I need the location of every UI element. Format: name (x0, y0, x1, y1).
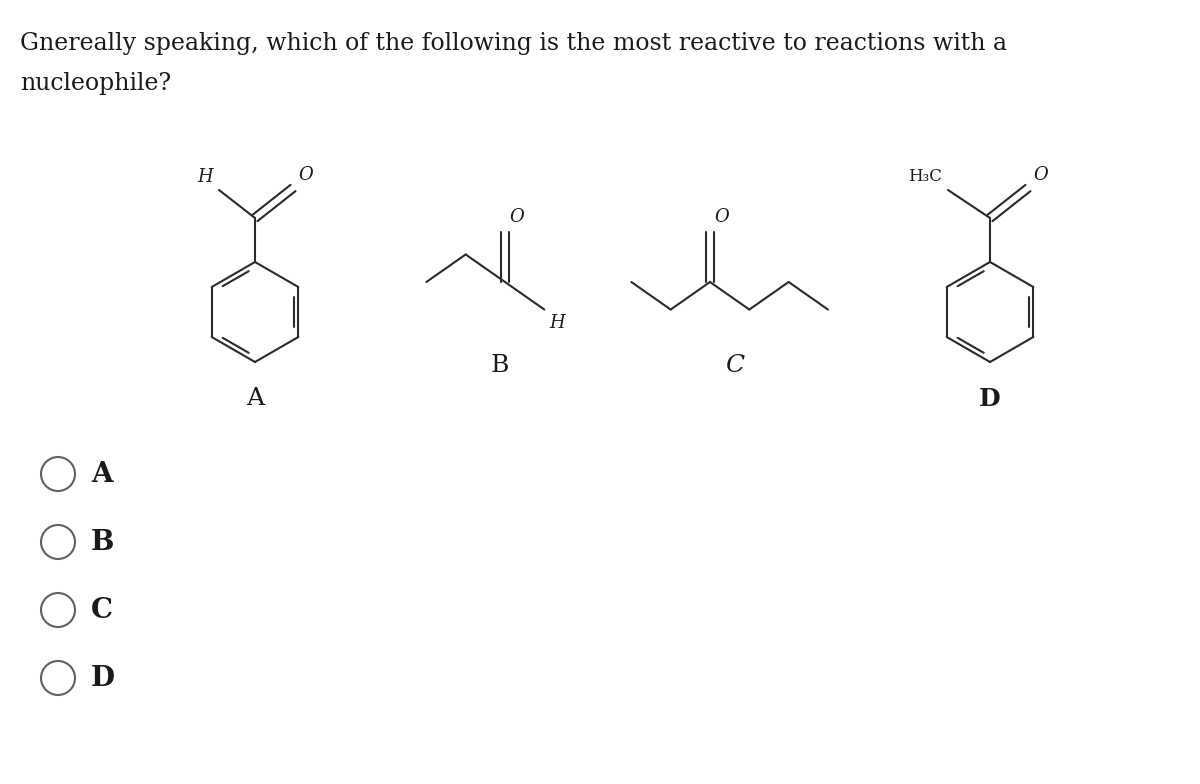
Text: H: H (197, 168, 214, 186)
Text: O: O (1033, 166, 1048, 184)
Text: H₃C: H₃C (908, 168, 942, 185)
Text: nucleophile?: nucleophile? (20, 72, 172, 95)
Text: D: D (91, 665, 115, 691)
Text: O: O (714, 208, 728, 226)
Text: O: O (509, 208, 523, 226)
Text: H: H (550, 314, 565, 332)
Text: O: O (298, 166, 313, 184)
Text: Gnereally speaking, which of the following is the most reactive to reactions wit: Gnereally speaking, which of the followi… (20, 32, 1007, 55)
Text: C: C (91, 597, 113, 623)
Text: D: D (979, 387, 1001, 411)
Text: B: B (491, 354, 509, 377)
Text: C: C (726, 354, 744, 377)
Text: B: B (91, 528, 114, 556)
Text: A: A (91, 460, 113, 488)
Text: A: A (246, 387, 264, 410)
